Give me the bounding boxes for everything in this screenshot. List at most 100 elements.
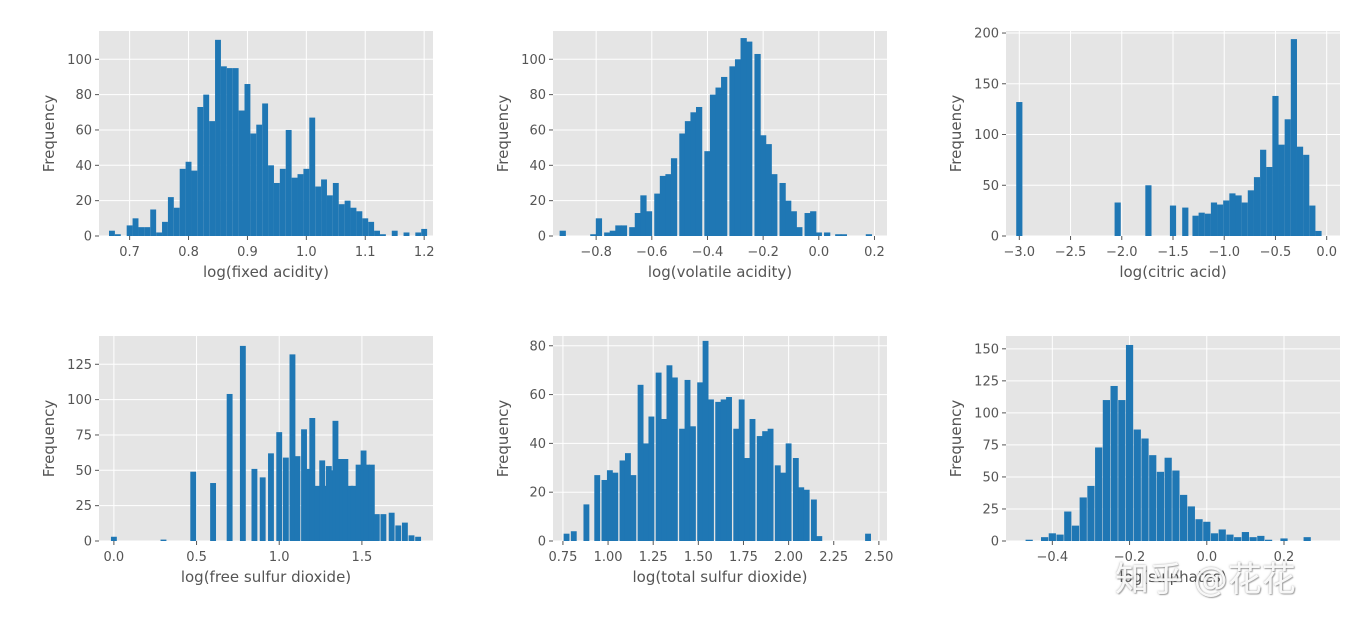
bar: [1145, 185, 1152, 236]
bar: [1071, 525, 1080, 542]
bar: [733, 428, 740, 541]
bar: [215, 39, 221, 237]
bar: [374, 230, 380, 236]
bar: [840, 234, 847, 236]
x-tick-label: 0.0: [104, 550, 125, 565]
bar: [661, 418, 667, 541]
x-tick-label: 0.9: [237, 245, 258, 260]
histogram-4: 0.0 0.5 1.0 1.5 0 25 50 75 100 125 log(free sulfur…: [40, 336, 433, 586]
bar: [285, 129, 292, 236]
bar: [415, 536, 422, 541]
x-tick-label: −0.8: [580, 245, 612, 260]
bar: [250, 133, 257, 236]
histogram-6: −0.4 −0.2 0.0 0.2 0 25 50 75 100 125 150 log(sulpha…: [947, 336, 1340, 586]
bar: [1280, 538, 1288, 541]
bar: [144, 227, 151, 236]
bar: [619, 460, 626, 541]
bar: [190, 471, 197, 541]
bar: [865, 234, 873, 236]
bar: [780, 472, 787, 541]
y-tick-label: 80: [529, 339, 546, 354]
y-axis-label: Frequency: [40, 400, 58, 478]
bar: [203, 94, 210, 237]
bar: [110, 536, 117, 541]
bar: [338, 204, 345, 236]
bar: [1064, 511, 1072, 541]
y-tick-label: 100: [67, 393, 92, 408]
bar: [720, 399, 727, 541]
bar: [1195, 519, 1203, 541]
bar: [715, 87, 722, 236]
bar: [1110, 385, 1118, 541]
bar: [1025, 539, 1033, 541]
x-axis-label: log(volatile acidity): [648, 263, 792, 281]
bar: [734, 59, 742, 236]
bar: [1234, 537, 1242, 541]
bar: [583, 504, 590, 541]
bar: [1296, 146, 1304, 236]
bar: [210, 483, 217, 541]
bar: [1125, 344, 1134, 541]
bar: [238, 110, 245, 236]
bar: [162, 221, 168, 236]
bar: [220, 66, 227, 236]
bar: [197, 106, 204, 237]
x-tick-label: 1.50: [684, 550, 713, 565]
x-tick-label: −2.0: [1106, 245, 1138, 260]
histogram-1: 0.7 0.8 0.9 1.0 1.1 1.2 0 20 40 60 80 100 log(fixed …: [40, 31, 435, 281]
bar: [704, 151, 711, 236]
bar: [810, 499, 817, 541]
bar: [1169, 205, 1177, 236]
bar: [684, 121, 692, 236]
bar: [792, 458, 799, 541]
x-axis-label: log(sulphates): [1119, 568, 1226, 586]
bar: [1133, 429, 1141, 541]
bar: [835, 234, 842, 236]
bar: [1016, 102, 1023, 236]
bar: [666, 365, 673, 541]
y-tick-label: 150: [974, 77, 999, 92]
bar: [297, 174, 304, 236]
y-tick-label: 200: [974, 27, 999, 42]
bar: [279, 168, 286, 236]
bar: [645, 211, 653, 236]
histogram-3: −3.0 −2.5 −2.0 −1.5 −1.0 −0.5 0.0 0 50 100 150 200 l…: [947, 27, 1340, 281]
bar: [756, 436, 763, 541]
bar: [373, 514, 380, 541]
bar: [191, 170, 198, 236]
bar: [1303, 537, 1311, 541]
bar: [1247, 190, 1254, 236]
y-tick-label: 100: [67, 53, 92, 68]
bar: [690, 112, 697, 236]
x-axis-label: log(fixed acidity): [203, 263, 329, 281]
bar: [1180, 494, 1188, 542]
y-tick-label: 40: [529, 159, 546, 174]
bar: [779, 182, 786, 236]
bar: [1192, 215, 1199, 236]
x-tick-label: 1.00: [594, 550, 623, 565]
y-tick-label: 40: [75, 159, 92, 174]
bar: [760, 135, 767, 236]
bar: [659, 175, 667, 236]
bar: [709, 94, 717, 237]
bar: [339, 459, 345, 541]
bar: [421, 228, 428, 236]
bar: [1164, 457, 1172, 541]
x-tick-label: −0.2: [747, 245, 779, 260]
bar: [590, 234, 597, 236]
bar: [368, 464, 375, 541]
bar: [1041, 537, 1049, 541]
bars: [559, 38, 873, 237]
bar: [1118, 400, 1126, 541]
bar: [1257, 535, 1265, 542]
bar: [744, 458, 751, 541]
bar: [294, 456, 301, 541]
bar: [671, 377, 678, 541]
bar: [729, 66, 736, 236]
bar: [665, 174, 672, 236]
bar: [594, 475, 601, 541]
bar: [379, 234, 386, 236]
x-axis-label: log(free sulfur dioxide): [181, 568, 351, 586]
bars: [109, 39, 428, 237]
